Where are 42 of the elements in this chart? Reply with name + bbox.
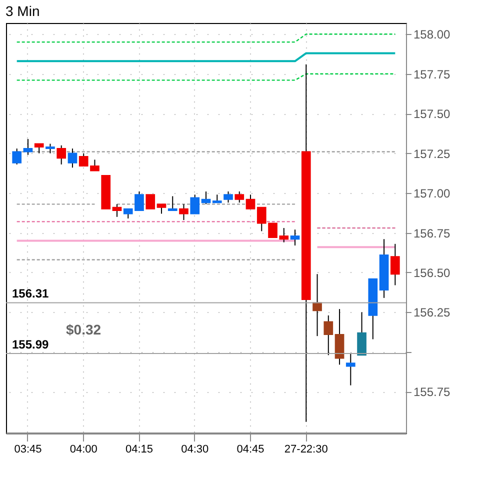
candlestick bbox=[224, 190, 233, 204]
y-tick-label: 157.75 bbox=[414, 67, 451, 82]
candlestick bbox=[34, 143, 44, 154]
chart-title: 3 Min bbox=[6, 3, 40, 19]
candlestick bbox=[12, 148, 22, 165]
ref-line-label: 155.99 bbox=[12, 338, 50, 352]
y-tick-label: 157.00 bbox=[414, 186, 451, 201]
x-tick-label: 04:15 bbox=[125, 444, 154, 456]
candlestick bbox=[168, 196, 178, 212]
candlestick bbox=[324, 314, 334, 356]
candlestick bbox=[246, 194, 256, 210]
ref-line-label: 156.31 bbox=[12, 286, 50, 301]
candlestick bbox=[156, 204, 166, 214]
candlestick bbox=[68, 148, 78, 168]
candlestick bbox=[23, 138, 33, 156]
y-tick-label: 157.50 bbox=[414, 107, 451, 122]
x-tick-label: 04:45 bbox=[236, 444, 264, 456]
annotation: $0.32 bbox=[66, 322, 102, 338]
candlestick bbox=[146, 194, 156, 210]
x-tick-label: 03:45 bbox=[14, 444, 42, 456]
x-tick-label: 04:00 bbox=[70, 444, 98, 456]
x-tick-label: 27-22:30 bbox=[284, 444, 328, 456]
candlestick bbox=[46, 143, 55, 154]
candlestick bbox=[357, 312, 366, 356]
candlestick bbox=[179, 204, 188, 221]
y-tick-label: 158.00 bbox=[414, 28, 451, 42]
candlestick bbox=[190, 194, 200, 214]
y-tick-label: 156.50 bbox=[414, 266, 451, 280]
candlestick bbox=[234, 190, 244, 204]
candlestick bbox=[290, 229, 300, 246]
candlestick bbox=[112, 204, 122, 218]
candlestick bbox=[56, 144, 66, 165]
y-tick-label: 156.75 bbox=[414, 226, 451, 240]
candlestick bbox=[346, 353, 356, 386]
y-tick-label: 155.75 bbox=[414, 385, 451, 400]
y-tick-label: 156.25 bbox=[414, 306, 451, 320]
x-tick-label: 04:30 bbox=[181, 444, 209, 456]
candlestick bbox=[334, 308, 344, 366]
candlestick bbox=[201, 190, 211, 205]
candlestick bbox=[312, 274, 322, 337]
candlestick bbox=[390, 243, 400, 286]
y-tick-label: 157.25 bbox=[414, 146, 451, 161]
